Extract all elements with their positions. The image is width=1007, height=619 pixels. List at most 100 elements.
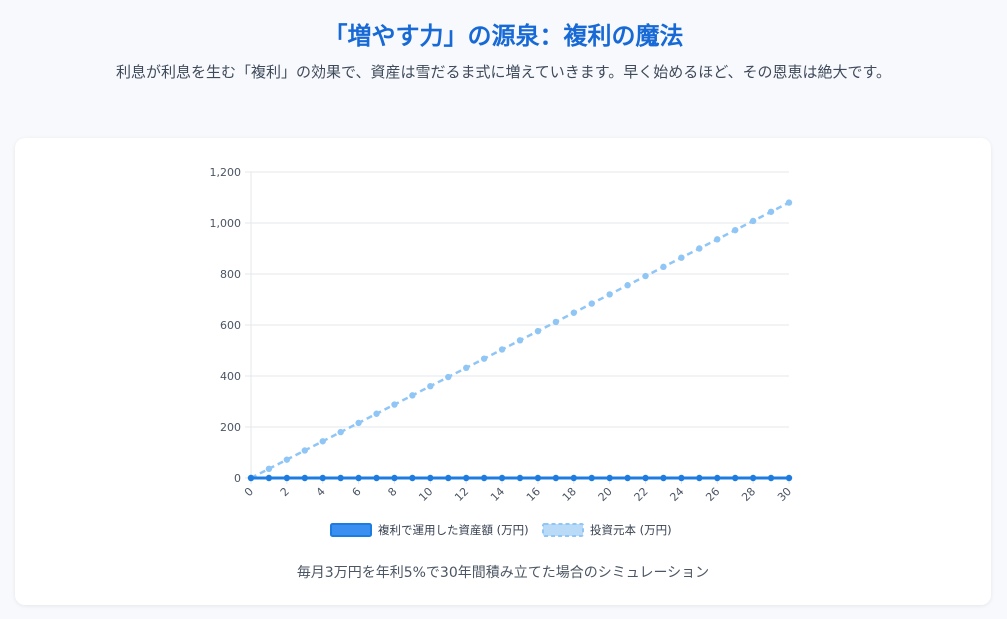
data-point-compound xyxy=(749,474,757,482)
data-point-principal xyxy=(678,254,685,261)
data-point-compound xyxy=(498,474,506,482)
x-tick-label: 0 xyxy=(242,485,256,499)
data-point-principal xyxy=(534,327,542,335)
data-point-principal xyxy=(445,373,452,381)
y-tick-label: 800 xyxy=(220,268,241,281)
data-point-principal xyxy=(606,291,613,298)
x-tick-label: 22 xyxy=(632,485,651,504)
data-point-principal xyxy=(427,383,434,390)
data-point-principal xyxy=(337,428,344,436)
data-point-compound xyxy=(445,474,452,482)
data-point-principal xyxy=(660,263,667,271)
data-point-compound xyxy=(534,474,542,482)
data-point-principal xyxy=(480,355,488,362)
data-point-compound xyxy=(480,474,488,482)
data-point-compound xyxy=(696,474,703,482)
data-point-principal xyxy=(714,236,721,243)
data-point-compound xyxy=(678,474,685,482)
data-point-compound xyxy=(247,474,255,482)
x-axis: 0 2 4 6 8 10 12 14 16 18 20 22 24 26 28 30 xyxy=(242,485,794,504)
data-point-compound xyxy=(319,474,326,482)
data-point-principal xyxy=(516,337,524,344)
data-point-compound xyxy=(642,474,649,482)
data-point-compound xyxy=(337,474,344,482)
legend-label-principal: 投資元本 (万円) xyxy=(590,523,672,537)
data-point-principal xyxy=(283,456,291,463)
x-tick-label: 14 xyxy=(488,485,507,504)
data-point-principal xyxy=(767,208,775,215)
data-point-compound xyxy=(427,474,434,482)
data-point-compound xyxy=(355,474,362,482)
data-point-compound xyxy=(606,474,613,482)
x-tick-label: 16 xyxy=(524,485,543,504)
grid-lines xyxy=(245,171,790,484)
data-point-principal xyxy=(749,217,757,225)
y-tick-label: 0 xyxy=(234,472,241,485)
data-point-compound xyxy=(301,474,308,482)
legend-label-compound: 複利で運用した資産額 (万円) xyxy=(378,523,529,537)
data-point-compound xyxy=(767,474,775,482)
data-point-compound xyxy=(391,474,398,482)
y-tick-label: 1,200 xyxy=(210,166,242,179)
data-point-compound xyxy=(660,474,667,482)
x-tick-label: 4 xyxy=(314,485,328,499)
data-point-compound xyxy=(552,474,560,482)
legend-item-compound[interactable]: 複利で運用した資産額 (万円) xyxy=(330,523,529,537)
x-tick-label: 12 xyxy=(452,485,471,504)
chart-card: 0 200 400 600 800 1,000 1,200 0 2 4 6 8 10 12 14 16 18 2… xyxy=(15,138,991,605)
x-tick-label: 24 xyxy=(667,485,686,504)
data-point-principal xyxy=(588,300,595,307)
data-point-compound xyxy=(570,474,577,482)
x-tick-label: 28 xyxy=(739,485,758,504)
data-point-principal xyxy=(642,272,649,280)
data-point-compound xyxy=(516,474,524,482)
data-point-compound xyxy=(624,474,631,482)
page-title: 「増やす力」の源泉：複利の魔法 xyxy=(323,22,684,50)
data-point-principal xyxy=(624,282,631,289)
page-subtitle: 利息が利息を生む「複利」の効果で、資産は雪だるま式に増えていきます。早く始めるほ… xyxy=(116,63,891,81)
y-tick-label: 200 xyxy=(220,421,241,434)
data-point-compound xyxy=(463,474,470,482)
x-tick-label: 8 xyxy=(385,485,399,499)
data-point-principal xyxy=(355,419,362,427)
x-tick-label: 26 xyxy=(703,485,722,504)
data-point-principal xyxy=(301,447,308,454)
x-tick-label: 30 xyxy=(775,485,794,504)
data-point-principal xyxy=(391,401,398,408)
legend-item-principal[interactable]: 投資元本 (万円) xyxy=(542,523,672,537)
x-tick-label: 18 xyxy=(560,485,579,504)
data-point-compound xyxy=(265,474,273,482)
y-axis: 0 200 400 600 800 1,000 1,200 xyxy=(210,166,242,485)
data-point-compound xyxy=(785,474,793,482)
data-point-principal xyxy=(373,410,380,417)
legend-swatch-compound xyxy=(330,523,372,537)
x-tick-label: 10 xyxy=(416,485,435,504)
legend-swatch-principal xyxy=(542,523,584,537)
data-point-compound xyxy=(409,474,416,482)
y-tick-label: 600 xyxy=(220,319,241,332)
x-tick-label: 2 xyxy=(278,485,292,499)
data-point-principal xyxy=(409,392,416,399)
data-point-principal xyxy=(785,199,793,206)
data-point-compound xyxy=(283,474,291,482)
data-point-principal xyxy=(696,245,703,252)
legend: 複利で運用した資産額 (万円) 投資元本 (万円) xyxy=(330,523,672,537)
data-point-principal xyxy=(319,438,326,445)
data-point-principal xyxy=(570,309,577,316)
chart-caption: 毎月3万円を年利5%で30年間積み立てた場合のシミュレーション xyxy=(296,565,710,581)
data-point-principal xyxy=(732,226,739,234)
data-point-principal xyxy=(463,364,470,372)
data-point-compound xyxy=(732,474,739,482)
data-point-compound xyxy=(588,474,595,482)
data-point-principal xyxy=(498,346,506,353)
data-point-compound xyxy=(714,474,721,482)
y-tick-label: 400 xyxy=(220,370,241,383)
data-point-compound xyxy=(373,474,380,482)
data-point-principal xyxy=(265,465,273,473)
x-tick-label: 20 xyxy=(596,485,615,504)
y-tick-label: 1,000 xyxy=(210,217,242,230)
data-point-principal xyxy=(552,318,560,326)
x-tick-label: 6 xyxy=(350,485,364,499)
series-layer xyxy=(247,199,793,482)
